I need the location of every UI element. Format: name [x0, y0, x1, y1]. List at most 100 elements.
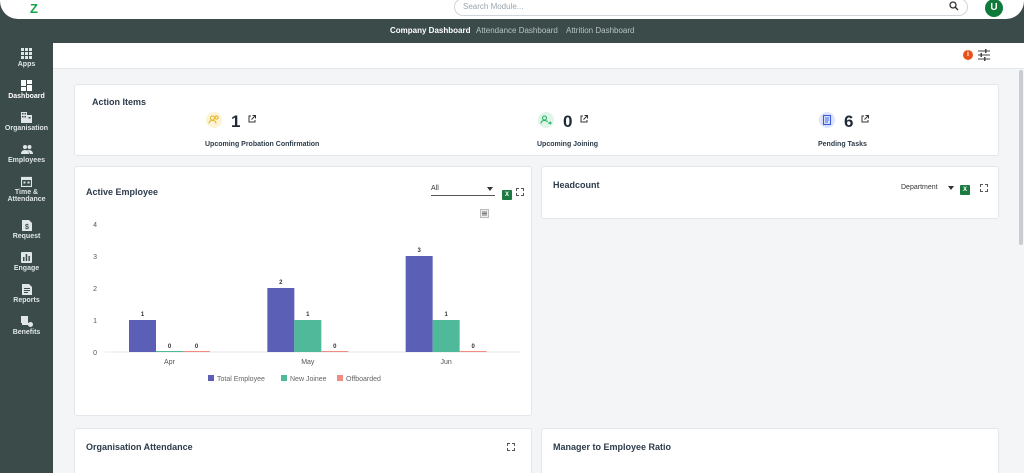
dashboard-tabs: Company Dashboard Attendance Dashboard A…: [0, 19, 1024, 43]
sidebar-item-label: Time &: [14, 189, 39, 196]
sidebar-item-organisation[interactable]: Organisation: [0, 112, 53, 132]
external-link-icon[interactable]: [580, 115, 588, 123]
sidebar-item-label-line2: Attendance: [7, 196, 46, 203]
bar-offboarded-apr: [183, 351, 210, 352]
sidebar-item-label: Dashboard: [8, 93, 45, 100]
data-label: 0: [333, 344, 337, 350]
probation-label: Upcoming Probation Confirmation: [205, 141, 320, 148]
legend-swatch: [208, 375, 214, 381]
active-employee-filter-select[interactable]: All: [431, 185, 495, 196]
external-link-icon[interactable]: [861, 115, 869, 123]
engage-icon: [21, 252, 32, 263]
data-label: 0: [471, 344, 475, 350]
expand-icon[interactable]: [507, 443, 515, 451]
tasks-clipboard-icon: [819, 112, 835, 128]
data-label: 1: [444, 312, 448, 318]
data-label: 0: [195, 344, 199, 350]
sidebar-item-label: Organisation: [4, 125, 49, 132]
action-items-card: Action Items 1 Upcoming Probation Confir…: [74, 84, 999, 156]
chevron-down-icon[interactable]: [948, 186, 954, 191]
pending-tasks-label: Pending Tasks: [818, 141, 867, 148]
dashboard-icon: [21, 80, 32, 91]
chart-menu-icon[interactable]: [480, 209, 489, 218]
data-label: 3: [417, 248, 421, 254]
reports-icon: [21, 284, 32, 295]
sidebar-item-label: Request: [12, 233, 41, 240]
calendar-icon: [21, 176, 32, 187]
header: Z Search Module... U: [0, 0, 1024, 19]
sidebar-item-apps[interactable]: Apps: [0, 48, 53, 68]
search-module-input[interactable]: Search Module...: [454, 0, 968, 16]
sidebar-item-benefits[interactable]: Benefits: [0, 316, 53, 336]
y-tick-label: 0: [93, 350, 97, 357]
main-content: i Action Items 1 Upcoming Probation Conf…: [53, 43, 1024, 473]
dashboard-toolbar: i: [53, 43, 1024, 69]
tab-attrition-dashboard[interactable]: Attrition Dashboard: [566, 26, 635, 35]
expand-icon[interactable]: [980, 184, 988, 192]
bar-offboarded-may: [321, 351, 349, 352]
bar-new-joinee-jun: [432, 320, 460, 352]
sidebar-item-label: Reports: [13, 297, 40, 304]
external-link-icon[interactable]: [248, 115, 256, 123]
bar-total-employee-jun: [405, 256, 433, 352]
benefits-icon: [20, 316, 33, 327]
building-icon: [21, 112, 32, 123]
bar-total-employee-may: [267, 288, 295, 352]
tab-company-dashboard[interactable]: Company Dashboard: [390, 26, 471, 35]
active-employee-card: Active Employee All X 0 1 2 3 4 1 0 0 Apr 2 1 0 May 3…: [74, 166, 532, 416]
legend-label: Offboarded: [346, 376, 381, 383]
search-icon[interactable]: [949, 1, 959, 11]
probation-count[interactable]: 1: [231, 112, 241, 131]
bar-offboarded-jun: [459, 351, 487, 352]
request-icon: $: [21, 220, 32, 231]
sidebar-item-dashboard[interactable]: Dashboard: [0, 80, 53, 100]
app-logo[interactable]: Z: [30, 1, 38, 16]
sidebar-item-employees[interactable]: Employees: [0, 144, 53, 164]
excel-export-icon[interactable]: X: [502, 190, 512, 200]
sidebar-item-label: Employees: [8, 157, 45, 164]
joining-count[interactable]: 0: [563, 112, 573, 131]
action-items-title: Action Items: [92, 97, 147, 107]
joining-label: Upcoming Joining: [537, 141, 599, 148]
info-icon[interactable]: i: [963, 50, 973, 60]
data-label: 0: [168, 344, 172, 350]
y-tick-label: 2: [93, 286, 97, 293]
data-label: 1: [141, 312, 145, 318]
x-tick-label: May: [301, 359, 315, 366]
x-tick-label: Apr: [164, 359, 176, 366]
bar-new-joinee-apr: [156, 351, 183, 352]
user-avatar[interactable]: U: [985, 0, 1003, 17]
headcount-title: Headcount: [553, 180, 600, 190]
filter-selected-value: All: [431, 185, 439, 192]
bar-total-employee-apr: [129, 320, 156, 352]
data-label: 1: [306, 312, 310, 318]
y-tick-label: 4: [93, 222, 97, 229]
sidebar-item-time-attendance[interactable]: Time & Attendance: [0, 176, 53, 203]
sidebar-item-reports[interactable]: Reports: [0, 284, 53, 304]
excel-export-icon[interactable]: X: [960, 185, 970, 195]
headcount-card: Headcount Department X: [541, 166, 999, 219]
legend-swatch: [281, 375, 287, 381]
people-icon: [20, 145, 33, 154]
active-employee-title: Active Employee: [86, 187, 159, 197]
probation-users-icon: [206, 112, 222, 128]
sidebar-item-label: Benefits: [12, 329, 41, 336]
data-label: 2: [279, 280, 283, 286]
settings-sliders-icon[interactable]: [978, 49, 990, 61]
search-placeholder: Search Module...: [463, 2, 524, 11]
joining-user-icon: [538, 112, 554, 128]
pending-tasks-count[interactable]: 6: [844, 112, 854, 131]
expand-icon[interactable]: [516, 188, 524, 196]
y-tick-label: 3: [93, 254, 97, 261]
bar-new-joinee-may: [294, 320, 322, 352]
active-employee-chart: 0 1 2 3 4 1 0 0 Apr 2 1 0 May 3 1 0 Jun Total Employee New…: [93, 222, 520, 383]
headcount-group-select[interactable]: Department: [901, 184, 938, 191]
manager-employee-ratio-title: Manager to Employee Ratio: [553, 442, 672, 452]
sidebar-item-engage[interactable]: Engage: [0, 252, 53, 272]
sidebar-item-request[interactable]: $ Request: [0, 220, 53, 240]
y-tick-label: 1: [93, 318, 97, 325]
page-scrollbar[interactable]: [1019, 70, 1023, 245]
legend-label: New Joinee: [290, 376, 327, 383]
x-tick-label: Jun: [441, 359, 452, 366]
tab-attendance-dashboard[interactable]: Attendance Dashboard: [476, 26, 558, 35]
